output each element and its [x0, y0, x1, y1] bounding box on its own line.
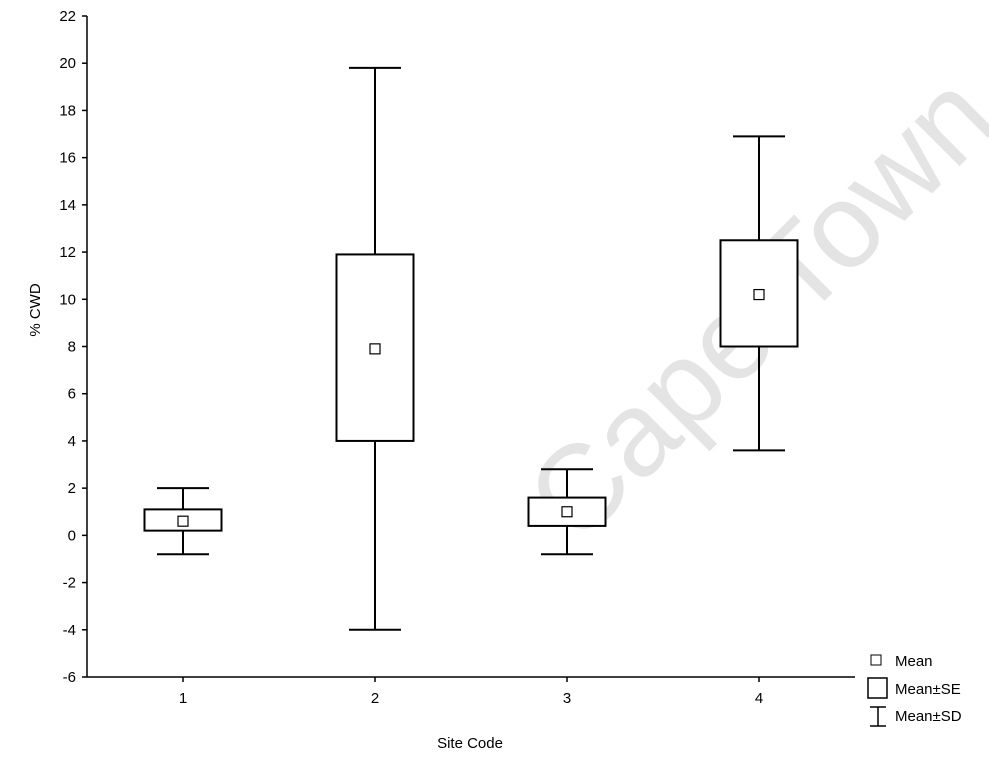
mean-marker — [561, 506, 573, 518]
mean-marker — [753, 288, 765, 301]
legend-sd-marker — [870, 706, 886, 727]
box-group-site-3 — [527, 468, 607, 556]
legend-se-label: Mean±SE — [895, 681, 961, 698]
x-tick-label: 3 — [563, 690, 571, 707]
y-tick-label: 16 — [59, 150, 76, 167]
plot-area — [143, 66, 799, 631]
y-tick-label: 18 — [59, 102, 76, 119]
legend-mean-marker — [870, 654, 882, 666]
y-tick-label: 4 — [68, 433, 76, 450]
y-tick-label: 20 — [59, 55, 76, 72]
y-tick-label: -6 — [63, 669, 76, 686]
y-axis-label: % CWD — [27, 283, 44, 336]
box-group-site-2 — [335, 66, 415, 631]
y-tick-label: 2 — [68, 480, 76, 497]
legend-sd-label: Mean±SD — [895, 708, 962, 725]
y-tick-label: -2 — [63, 575, 76, 592]
box-group-site-1 — [143, 487, 223, 556]
x-axis-label: Site Code — [437, 735, 503, 752]
y-tick-label: 6 — [68, 386, 76, 403]
y-tick-label: 14 — [59, 197, 76, 214]
y-tick-label: 10 — [59, 291, 76, 308]
box-group-site-4 — [719, 135, 799, 452]
legend-mean-label: Mean — [895, 653, 933, 670]
x-tick-label: 4 — [755, 690, 763, 707]
mean-marker — [177, 515, 189, 527]
x-tick-label: 2 — [371, 690, 379, 707]
legend-se-marker — [867, 677, 888, 699]
legend: Mean Mean±SE Mean±SD — [867, 653, 962, 727]
y-tick-label: -4 — [63, 622, 76, 639]
mean-marker — [369, 343, 381, 355]
y-tick-label: 22 — [59, 8, 76, 25]
y-tick-label: 8 — [68, 339, 76, 356]
x-tick-label: 1 — [179, 690, 187, 707]
y-tick-label: 12 — [59, 244, 76, 261]
y-tick-label: 0 — [68, 527, 76, 544]
